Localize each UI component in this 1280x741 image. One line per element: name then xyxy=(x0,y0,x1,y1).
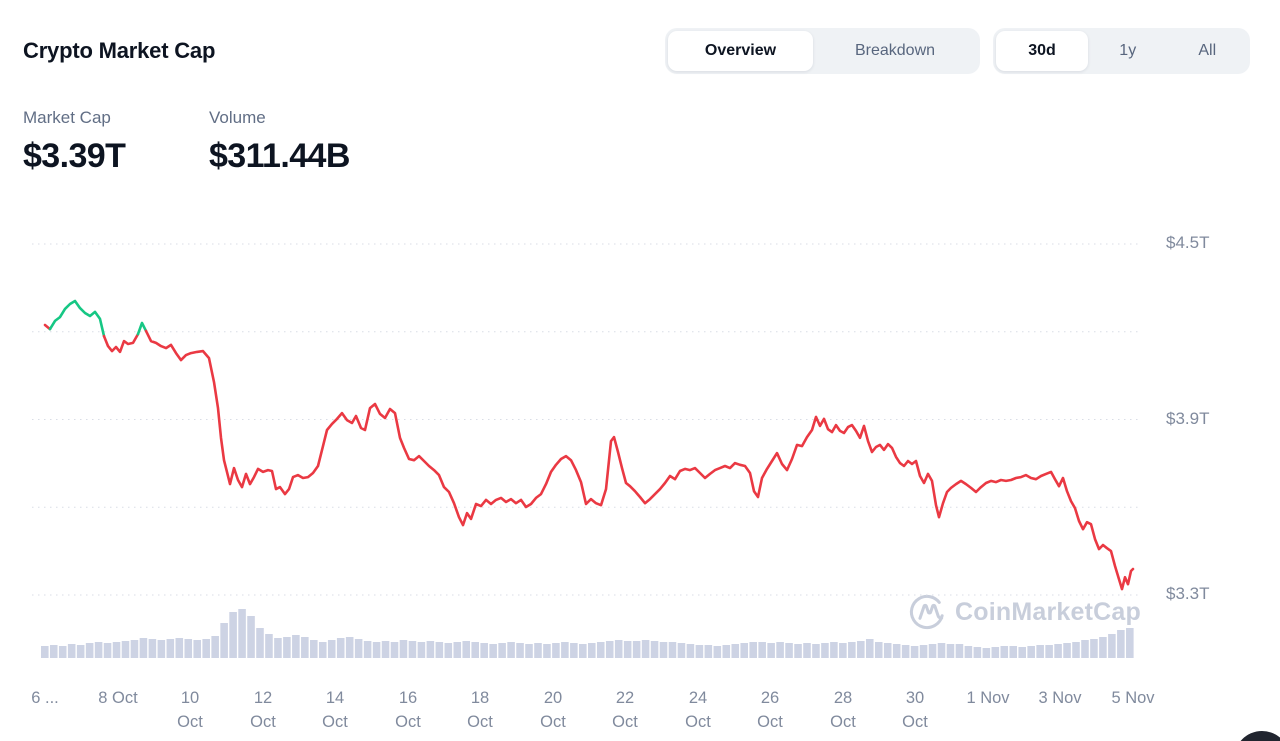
x-axis-label: 16 Oct xyxy=(395,689,421,731)
x-axis-label: 20 Oct xyxy=(540,689,566,731)
x-axis-label: 10 Oct xyxy=(177,689,203,731)
volume-value: $311.44B xyxy=(209,137,350,175)
volume-label: Volume xyxy=(209,108,266,127)
x-axis-label: 24 Oct xyxy=(685,689,711,731)
y-axis-label: $3.3T xyxy=(1166,584,1210,603)
range-30d-button[interactable]: 30d xyxy=(996,31,1088,71)
market-cap-label: Market Cap xyxy=(23,108,111,127)
coinmarketcap-watermark: CoinMarketCap xyxy=(908,593,1141,631)
x-axis-label: 22 Oct xyxy=(612,689,638,731)
x-axis-label: 6 ... xyxy=(31,689,59,707)
market-cap-chart[interactable] xyxy=(0,215,1280,675)
x-axis-label: 8 Oct xyxy=(98,689,138,707)
range-1y-button[interactable]: 1y xyxy=(1088,31,1168,71)
range-all-button[interactable]: All xyxy=(1168,31,1248,71)
market-cap-stat: Market Cap $3.39T xyxy=(23,108,126,176)
x-axis-label: 5 Nov xyxy=(1111,689,1155,707)
volume-stat: Volume $311.44B xyxy=(209,108,350,176)
view-toggle: Overview Breakdown xyxy=(665,28,980,74)
watermark-text: CoinMarketCap xyxy=(955,597,1141,626)
y-axis-label: $3.9T xyxy=(1166,408,1210,428)
x-axis-label: 3 Nov xyxy=(1038,689,1082,707)
x-axis-label: 26 Oct xyxy=(757,689,783,731)
x-axis-label: 18 Oct xyxy=(467,689,493,731)
x-axis-label: 28 Oct xyxy=(830,689,856,731)
x-axis-label: 14 Oct xyxy=(322,689,348,731)
market-cap-value: $3.39T xyxy=(23,137,126,175)
tab-overview[interactable]: Overview xyxy=(668,31,813,71)
y-axis-label: $4.5T xyxy=(1166,233,1210,252)
chat-fab-button[interactable] xyxy=(1234,731,1280,741)
range-toggle: 30d 1y All xyxy=(993,28,1250,74)
x-axis-label: 30 Oct xyxy=(902,689,928,731)
tab-breakdown[interactable]: Breakdown xyxy=(813,31,977,71)
coinmarketcap-logo-icon xyxy=(909,594,945,630)
x-axis-label: 12 Oct xyxy=(250,689,276,731)
x-axis-label: 1 Nov xyxy=(966,689,1010,707)
page-title: Crypto Market Cap xyxy=(23,38,216,63)
